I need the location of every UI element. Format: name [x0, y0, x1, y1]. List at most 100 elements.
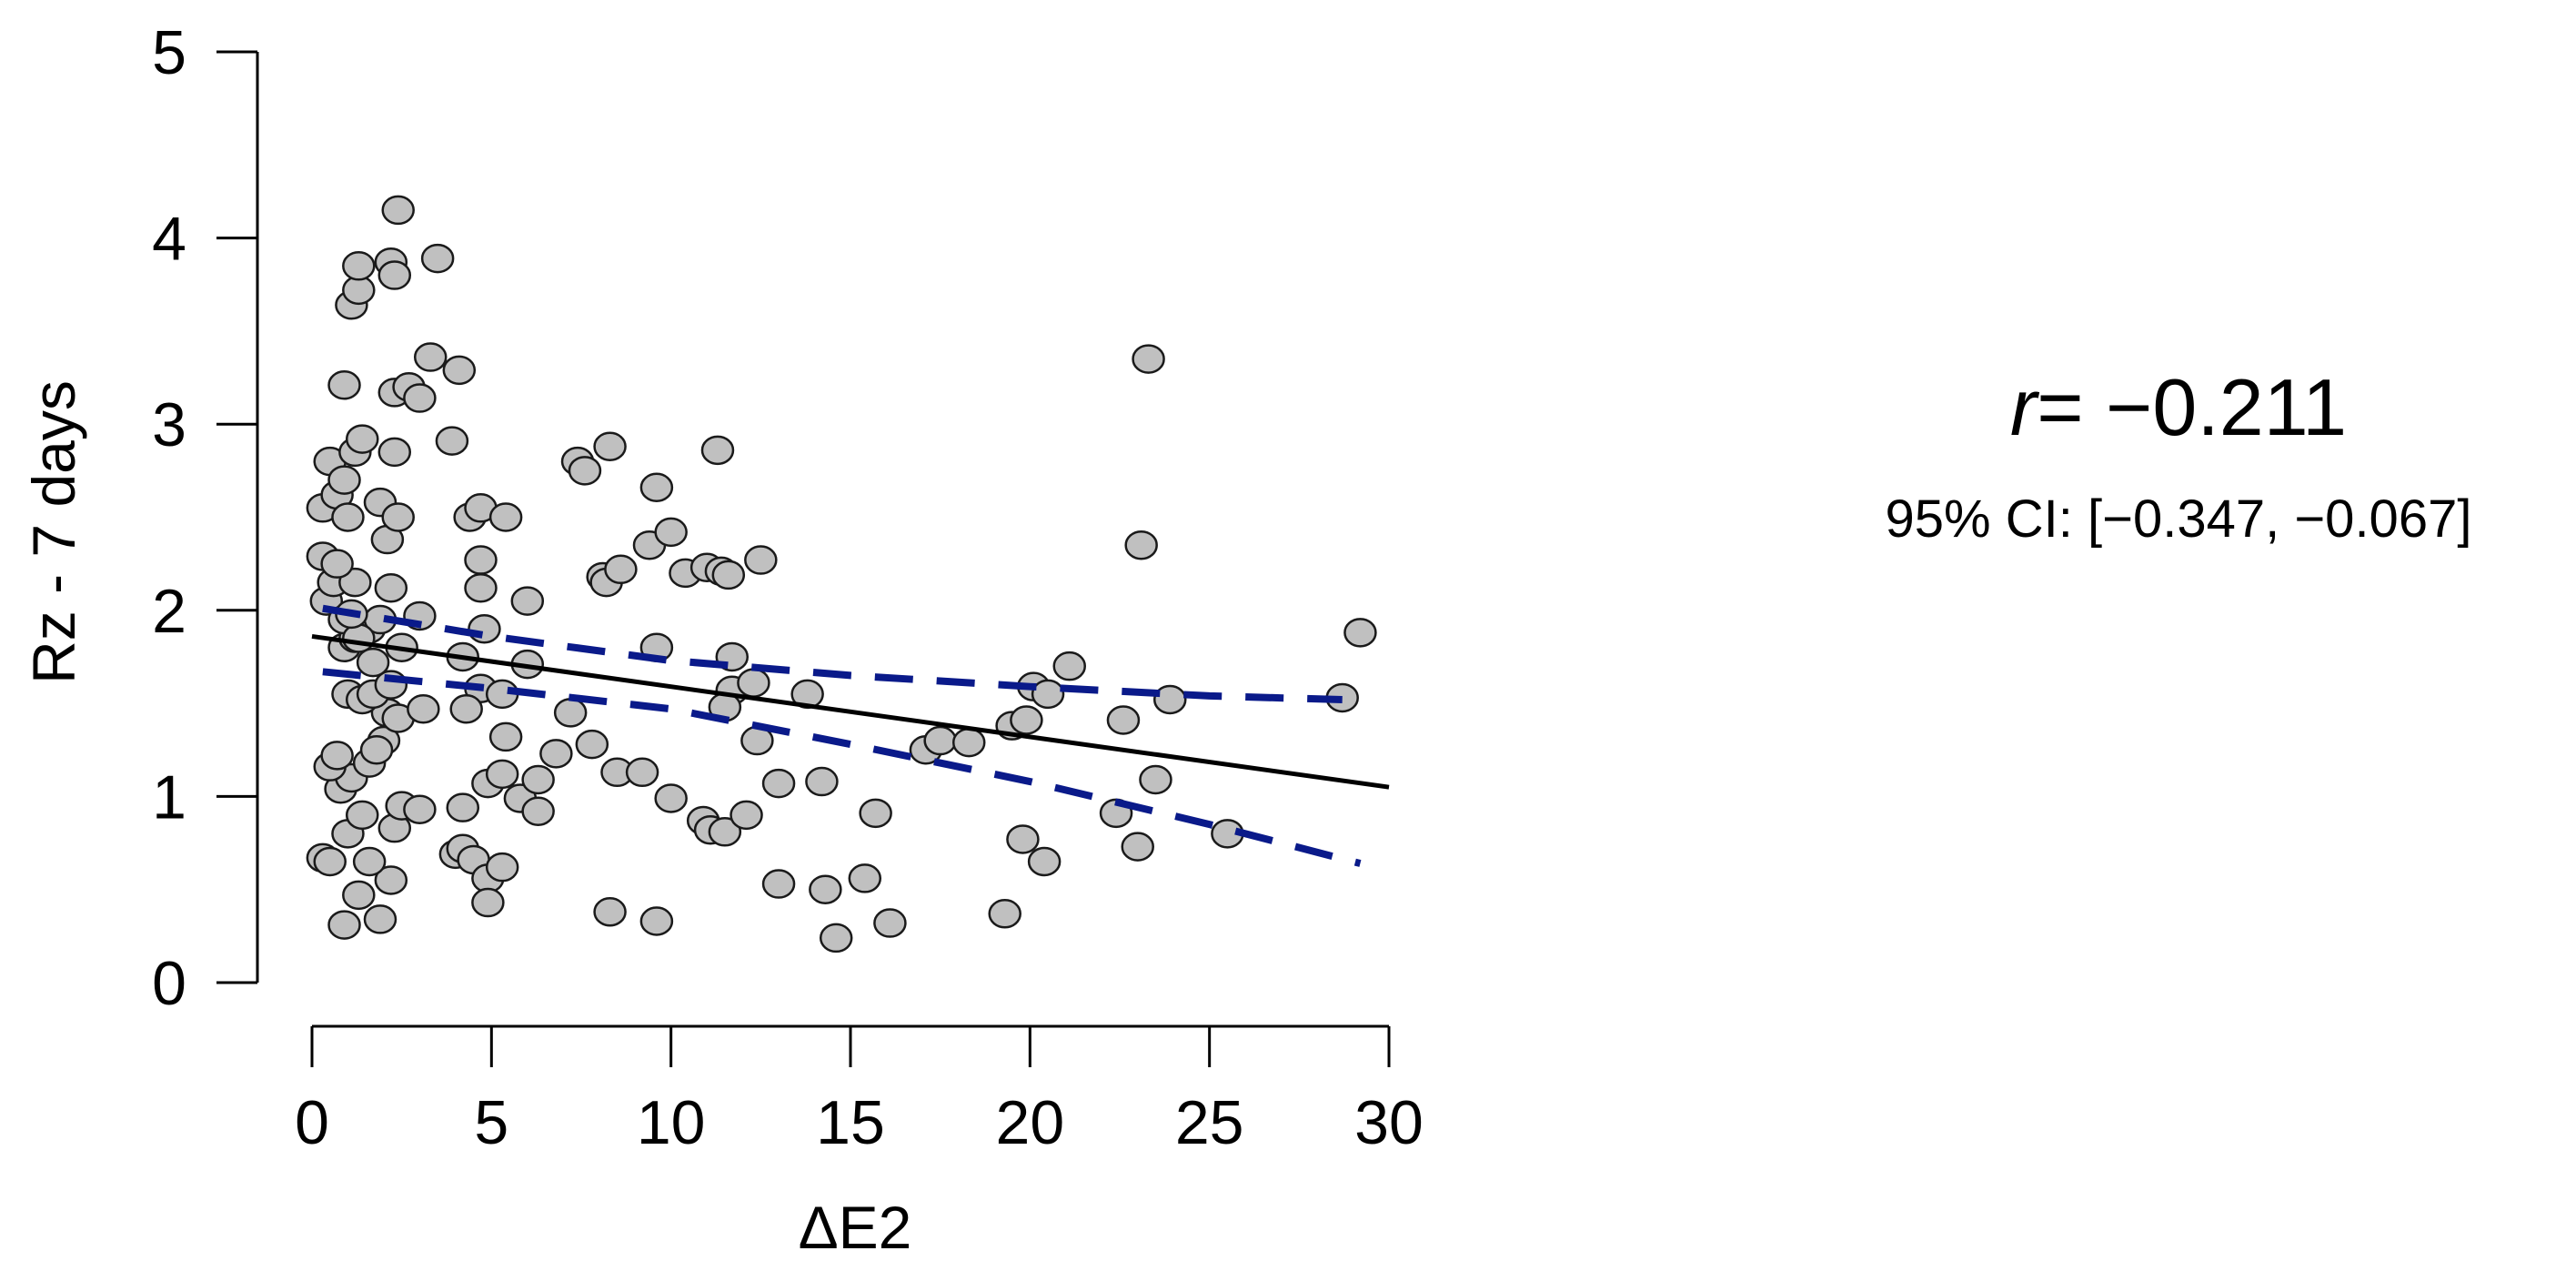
data-point — [819, 923, 853, 953]
data-point — [700, 435, 735, 466]
y-tick-label: 5 — [152, 18, 186, 87]
data-point — [327, 369, 361, 400]
data-point — [1343, 618, 1377, 648]
data-point — [604, 554, 638, 585]
data-point — [1027, 846, 1062, 877]
data-point — [485, 759, 519, 790]
data-point — [521, 764, 555, 795]
y-axis-title: Rz - 7 days — [20, 380, 87, 684]
data-point — [413, 342, 448, 372]
data-point — [761, 768, 796, 799]
x-tick-label: 15 — [816, 1088, 885, 1157]
data-point — [521, 796, 555, 827]
data-point — [381, 195, 415, 226]
data-point — [377, 260, 412, 290]
data-point — [1153, 684, 1187, 715]
data-point — [468, 614, 501, 644]
data-point — [342, 623, 376, 653]
y-tick-label: 3 — [152, 390, 186, 459]
r-symbol: r — [2010, 362, 2040, 452]
x-tick-label: 25 — [1175, 1088, 1244, 1157]
data-point — [988, 899, 1021, 929]
data-point — [356, 647, 390, 678]
data-point — [363, 904, 397, 934]
data-point — [593, 431, 627, 462]
data-point — [730, 800, 763, 831]
data-point — [1139, 764, 1172, 795]
data-point — [848, 863, 882, 893]
data-point — [1106, 705, 1141, 735]
data-point — [320, 549, 354, 579]
data-point — [873, 908, 907, 938]
data-point — [320, 741, 354, 771]
x-axis-title: ΔE2 — [799, 1194, 912, 1261]
x-tick-label: 5 — [474, 1088, 508, 1157]
data-point — [342, 251, 376, 281]
data-point — [510, 586, 545, 616]
data-point — [381, 502, 415, 532]
data-point — [488, 721, 523, 752]
data-point — [377, 437, 412, 468]
data-point — [352, 846, 387, 877]
x-tick-label: 10 — [637, 1088, 706, 1157]
data-point — [553, 698, 588, 728]
y-tick-label: 1 — [152, 762, 186, 832]
data-point — [374, 865, 408, 895]
data-point — [1121, 832, 1154, 862]
y-tick-label: 2 — [152, 577, 186, 646]
data-point — [1010, 705, 1043, 735]
x-tick-label: 30 — [1354, 1088, 1424, 1157]
data-point — [327, 910, 361, 940]
regression-line — [311, 633, 1390, 790]
data-point — [761, 869, 796, 899]
ci-lower-line — [322, 668, 1362, 867]
data-point — [374, 572, 408, 603]
data-point — [639, 906, 674, 936]
data-point — [711, 560, 746, 590]
data-point — [488, 502, 523, 532]
data-point — [1132, 344, 1165, 374]
data-point — [464, 572, 498, 603]
data-point — [313, 846, 347, 877]
data-point — [1052, 651, 1086, 681]
correlation-stat: r= −0.211 — [2010, 362, 2347, 452]
data-point — [575, 729, 609, 760]
data-point — [1124, 530, 1158, 560]
data-point — [708, 817, 742, 847]
data-point — [923, 725, 957, 756]
data-point — [859, 798, 892, 829]
data-point — [485, 852, 519, 883]
confidence-interval: 95% CI: [−0.347, −0.067] — [1886, 489, 2472, 549]
data-point — [331, 502, 365, 532]
data-point — [327, 465, 361, 495]
r-value: = −0.211 — [2037, 362, 2347, 452]
data-point — [403, 794, 437, 824]
data-point — [407, 693, 440, 724]
y-tick-label: 4 — [152, 205, 186, 274]
data-point — [346, 424, 379, 454]
data-point — [449, 693, 483, 724]
x-tick-label: 0 — [295, 1088, 329, 1157]
data-point — [625, 757, 659, 788]
data-point — [593, 897, 627, 927]
data-point — [420, 243, 455, 274]
data-point — [442, 355, 477, 386]
data-point — [654, 783, 688, 813]
data-point — [338, 567, 372, 598]
data-point — [346, 800, 379, 831]
data-point — [568, 456, 602, 486]
data-point — [1006, 824, 1040, 854]
data-point — [809, 874, 842, 904]
data-point — [654, 517, 688, 548]
data-point — [342, 880, 376, 911]
data-point — [403, 383, 437, 413]
data-point — [359, 735, 394, 765]
ci-upper-line — [322, 604, 1343, 704]
data-point — [805, 766, 839, 797]
data-point — [446, 792, 480, 822]
data-point — [464, 545, 498, 575]
data-point — [471, 887, 505, 918]
data-point — [639, 472, 674, 503]
data-point — [1031, 679, 1065, 710]
